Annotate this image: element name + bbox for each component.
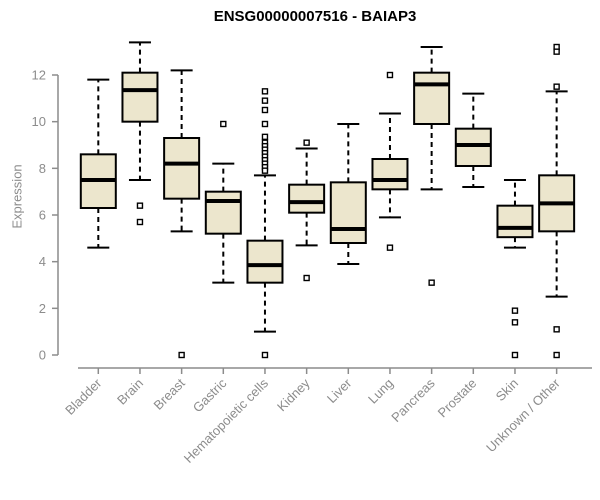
box-group-breast [163,69,201,359]
box-group-bladder [79,78,117,249]
outlier-point [261,106,269,114]
x-category-label: Kidney [274,375,313,414]
iqr-box [329,181,367,244]
outlier-point [303,139,310,146]
outlier-point [553,351,560,359]
x-category-label: Prostate [435,376,480,421]
outlier-point [261,97,269,104]
iqr-box [496,204,534,239]
box-group-prostate [454,92,492,188]
iqr-box [121,71,159,123]
y-tick-label: 0 [39,348,46,363]
outlier-point [261,88,269,95]
x-category-label: Bladder [62,375,105,418]
box-group-skin [496,179,534,359]
box-group-gastric [204,120,242,284]
box-group-unknown-other [538,43,576,359]
x-category-label: Lung [365,376,396,407]
x-category-label: Unknown / Other [483,375,563,455]
outlier-point [553,48,560,55]
box-group-lung [371,71,409,251]
iqr-box [454,127,492,168]
outlier-point [261,133,269,141]
outlier-point [261,167,269,174]
iqr-box [163,137,201,200]
chart-title: ENSG00000007516 - BAIAP3 [213,8,417,25]
outlier-point [511,351,519,359]
outlier-point [386,244,394,251]
outlier-point [220,120,227,128]
x-category-label: Breast [151,375,188,412]
outlier-point [261,120,269,128]
outlier-point [136,202,144,209]
box-group-hematopoietic-cells [246,88,284,359]
y-tick-label: 12 [32,68,46,83]
x-category-label: Pancreas [388,375,438,425]
y-tick-label: 10 [32,114,46,129]
box-group-kidney [288,139,326,282]
outlier-point [428,279,435,286]
outlier-point [178,351,185,359]
outlier-point [553,83,560,90]
outlier-point [386,71,394,79]
x-category-label: Gastric [190,375,230,415]
outlier-point [136,218,144,226]
y-tick-label: 4 [39,254,46,269]
x-category-label: Liver [324,375,355,406]
box-group-brain [121,41,159,226]
outlier-point [511,307,519,314]
outlier-point [553,326,560,333]
box-group-pancreas [413,46,451,286]
iqr-box [371,158,409,191]
outlier-point [511,319,519,326]
outlier-point [303,274,310,282]
iqr-box [413,71,451,125]
y-tick-label: 6 [39,208,46,223]
iqr-box [204,190,242,235]
iqr-box [288,183,326,214]
y-tick-label: 8 [39,161,46,176]
x-category-label: Brain [114,376,146,408]
x-category-label: Skin [493,376,521,404]
y-tick-label: 2 [39,301,46,316]
outlier-point [261,351,269,359]
iqr-box [246,239,284,284]
box-group-liver [329,123,367,265]
